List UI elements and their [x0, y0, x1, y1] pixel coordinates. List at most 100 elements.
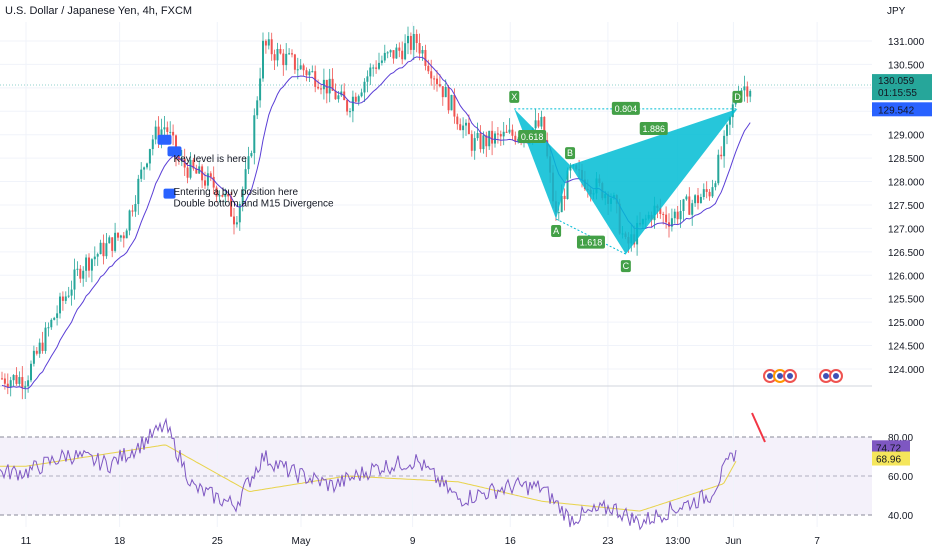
rsi-ma-value-label: 68.96 — [876, 455, 901, 466]
price-tick-label: 131.000 — [888, 37, 925, 48]
pattern-point-box — [732, 90, 743, 103]
event-flag-icon-center — [823, 373, 829, 379]
candle-body — [401, 50, 404, 60]
candle-body — [328, 78, 331, 94]
rsi-line — [0, 417, 737, 531]
economic-events[interactable] — [763, 369, 843, 383]
pattern-point-box — [565, 147, 576, 160]
candle-body — [230, 196, 233, 217]
candle-body — [206, 173, 209, 186]
candle-body — [557, 212, 560, 214]
candle-body — [264, 40, 267, 46]
pattern-ac-line — [555, 218, 627, 255]
annotation-marker — [163, 188, 176, 199]
candle-body — [375, 67, 378, 69]
candle-body — [676, 211, 679, 220]
event-flag-icon-center — [767, 373, 773, 379]
candle-body — [470, 134, 473, 151]
ratio-box — [639, 122, 668, 136]
candle-body — [389, 50, 392, 53]
ratio-label: 0.804 — [615, 104, 638, 114]
candle-body — [494, 133, 496, 144]
candle-body — [508, 129, 511, 133]
pattern-point-box — [509, 90, 520, 103]
candle-body — [122, 235, 125, 239]
candle-body — [711, 187, 714, 197]
candle-body — [433, 78, 436, 80]
candle-body — [351, 96, 354, 112]
candle-body — [218, 194, 221, 197]
candle-body — [465, 122, 467, 126]
candle-body — [32, 350, 35, 364]
candle-body — [166, 127, 169, 132]
candle-body — [35, 350, 38, 354]
candle-body — [499, 134, 502, 137]
candle-body — [247, 156, 250, 170]
candle-body — [79, 268, 82, 279]
candle-body — [47, 327, 50, 329]
candle-body — [73, 269, 76, 290]
candle-body — [728, 117, 731, 125]
candle-body — [253, 115, 256, 154]
candle-body — [96, 254, 99, 257]
candle-body — [128, 210, 131, 231]
ratio-box — [611, 101, 640, 115]
candle-body — [317, 86, 320, 89]
time-tick-label: 23 — [602, 536, 614, 547]
candle-body — [383, 52, 386, 61]
candle-body — [259, 78, 262, 101]
candle-body — [30, 363, 32, 381]
candle-body — [699, 196, 702, 204]
candle-body — [447, 86, 450, 111]
price-axis[interactable]: 131.000130.500130.000129.500129.000128.5… — [872, 37, 932, 376]
candle-body — [563, 195, 566, 200]
pattern-point-label: C — [623, 261, 630, 271]
candle-body — [424, 49, 427, 66]
candle-body — [708, 191, 711, 197]
candle-body — [479, 133, 482, 150]
candle-body — [453, 94, 456, 117]
candle-body — [282, 53, 285, 66]
candle-body — [511, 129, 514, 136]
countdown-label: 01:15:55 — [878, 88, 917, 99]
candle-body — [88, 257, 90, 271]
candle-body — [331, 78, 334, 91]
time-tick-label: 25 — [212, 536, 224, 547]
candle-body — [134, 203, 137, 212]
candle-body — [688, 196, 691, 215]
candle-body — [560, 195, 563, 213]
candle-body — [238, 203, 241, 223]
candle-body — [85, 257, 88, 271]
time-axis[interactable]: 11 18 25 May 9 16 23 13:00 Jun 7 — [21, 536, 821, 547]
candle-body — [505, 131, 508, 133]
rsi-tick-label: 40.00 — [888, 511, 913, 522]
candle-body — [514, 135, 517, 142]
candle-body — [108, 237, 111, 244]
candle-body — [169, 131, 172, 133]
candle-body — [143, 167, 146, 170]
rsi-ma-value-tag — [872, 451, 910, 466]
last-price-label: 130.059 — [878, 76, 915, 87]
chart-title: U.S. Dollar / Japanese Yen, 4h, FXCM — [5, 5, 192, 17]
candle-body — [665, 214, 668, 223]
candle-body — [99, 242, 102, 255]
candle-body — [360, 92, 363, 97]
candle-body — [392, 50, 395, 59]
candle-body — [189, 159, 192, 178]
ratio-box — [518, 130, 547, 144]
time-tick-label: May — [292, 536, 311, 547]
annotation-marker — [167, 146, 182, 157]
candle-body — [540, 116, 543, 127]
candle-body — [482, 135, 485, 150]
candle-body — [714, 183, 717, 188]
candle-body — [673, 211, 676, 219]
candle-body — [749, 90, 752, 97]
candle-body — [12, 375, 15, 381]
price-tick-label: 128.000 — [888, 178, 925, 189]
pattern-point-box — [551, 225, 562, 238]
candle-body — [566, 170, 569, 200]
candle-body — [9, 380, 12, 388]
candle-body — [15, 375, 18, 384]
